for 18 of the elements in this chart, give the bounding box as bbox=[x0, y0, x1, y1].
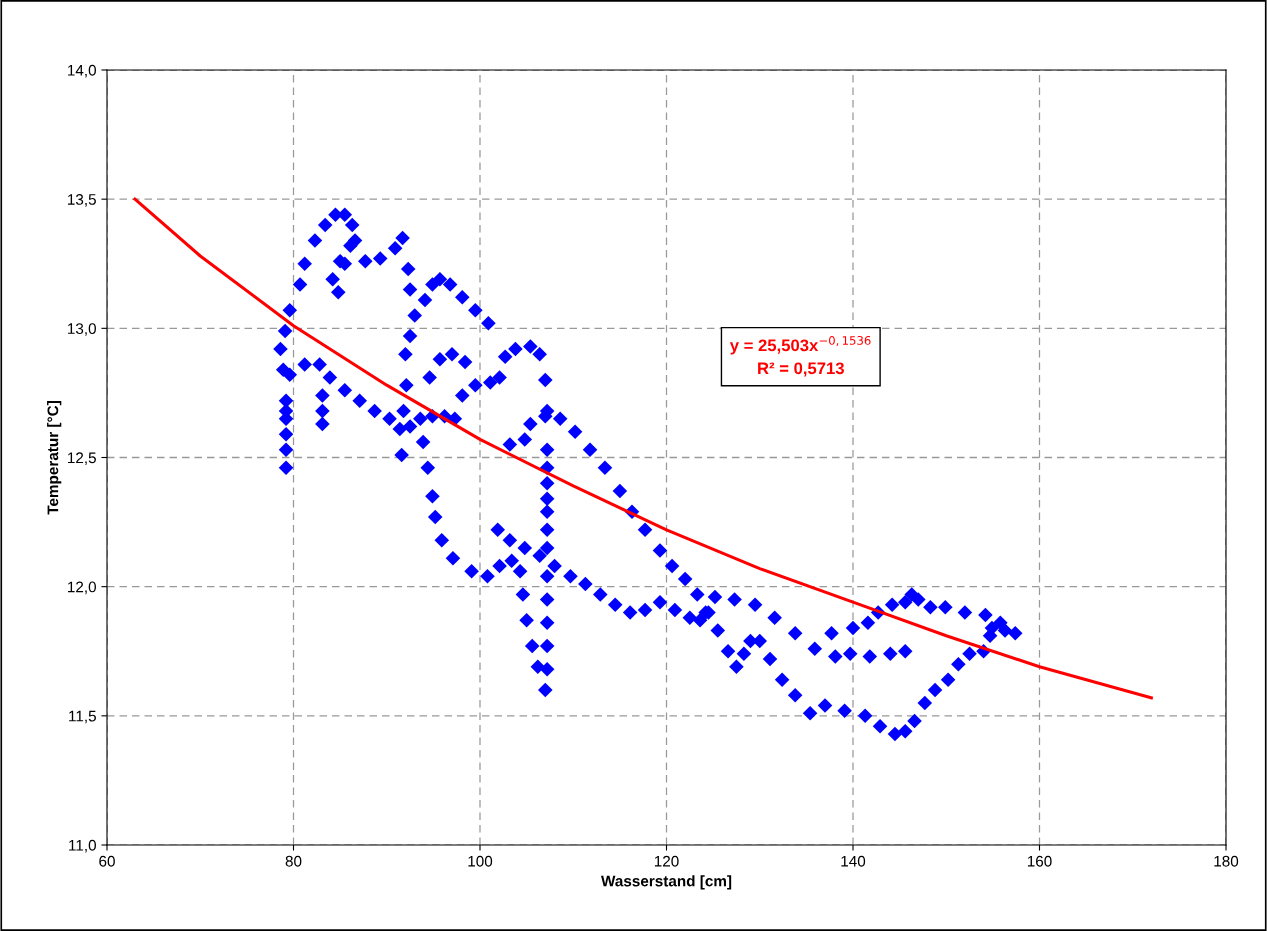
x-tick-label: 140 bbox=[841, 855, 866, 867]
y-tick-label: 12,5 bbox=[68, 452, 96, 465]
x-tick-label: 80 bbox=[285, 855, 302, 867]
y-tick-label: 11,0 bbox=[69, 839, 96, 853]
y-tick-label: 14,0 bbox=[68, 64, 96, 78]
x-tick-label: 180 bbox=[1214, 855, 1239, 867]
x-tick-label: 120 bbox=[654, 855, 679, 867]
x-tick-label: 100 bbox=[468, 855, 493, 867]
y-tick-label: 12,0 bbox=[68, 581, 96, 595]
y-tick-label: 13,0 bbox=[68, 323, 96, 336]
y-tick-label: 11,5 bbox=[69, 710, 96, 724]
y-tick-label: 13,5 bbox=[68, 194, 96, 207]
line-series bbox=[133, 197, 1153, 700]
y-axis-title: Temperatur [°C] bbox=[47, 401, 62, 515]
text: y = 25,503x$^{−0,1536}$ R² = 0,5713 bbox=[729, 336, 871, 377]
x-axis-title: Wasserstand [cm] bbox=[601, 875, 732, 890]
x-tick-label: 160 bbox=[1027, 855, 1052, 867]
x-tick-label: 60 bbox=[99, 855, 115, 867]
